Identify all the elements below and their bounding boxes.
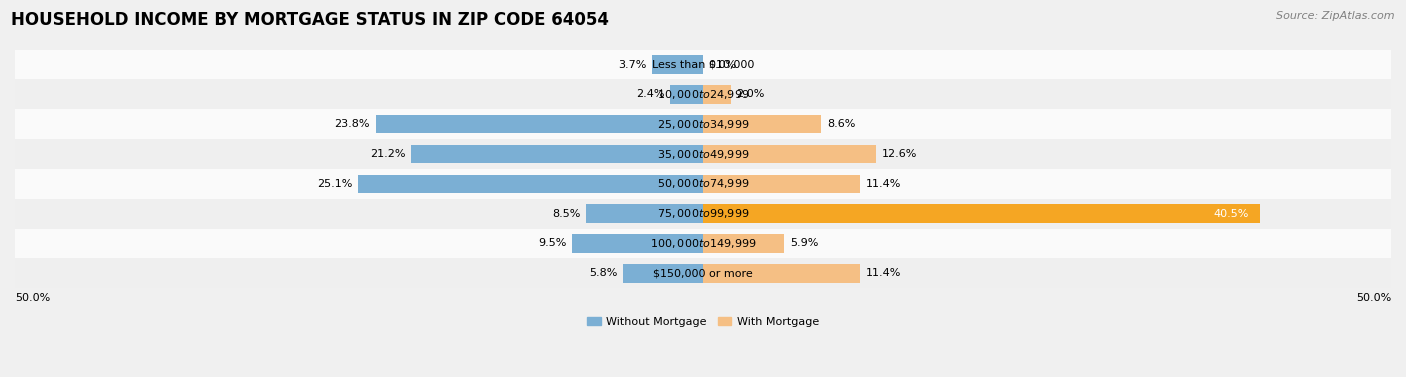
Bar [703, 264, 860, 282]
Text: 3.7%: 3.7% [619, 60, 647, 69]
Text: 23.8%: 23.8% [335, 119, 370, 129]
Bar [703, 204, 1260, 223]
Bar [15, 228, 1391, 258]
Text: 50.0%: 50.0% [15, 293, 51, 303]
Text: 12.6%: 12.6% [882, 149, 917, 159]
Text: Less than $10,000: Less than $10,000 [652, 60, 754, 69]
Bar [15, 258, 1391, 288]
Text: 50.0%: 50.0% [1355, 293, 1391, 303]
Text: 9.5%: 9.5% [538, 239, 567, 248]
Bar [357, 175, 703, 193]
Bar [652, 55, 703, 74]
Text: 2.0%: 2.0% [735, 89, 765, 100]
Text: 2.4%: 2.4% [636, 89, 665, 100]
Text: 5.9%: 5.9% [790, 239, 818, 248]
Text: 8.5%: 8.5% [553, 208, 581, 219]
Bar [703, 175, 860, 193]
Bar [623, 264, 703, 282]
Text: 11.4%: 11.4% [865, 179, 901, 189]
Text: 21.2%: 21.2% [370, 149, 406, 159]
Bar [703, 115, 821, 133]
Bar [15, 80, 1391, 109]
Bar [586, 204, 703, 223]
Text: $10,000 to $24,999: $10,000 to $24,999 [657, 88, 749, 101]
Text: 25.1%: 25.1% [316, 179, 352, 189]
Text: $50,000 to $74,999: $50,000 to $74,999 [657, 177, 749, 190]
Bar [15, 139, 1391, 169]
Text: 11.4%: 11.4% [865, 268, 901, 278]
Text: $150,000 or more: $150,000 or more [654, 268, 752, 278]
Text: $35,000 to $49,999: $35,000 to $49,999 [657, 147, 749, 161]
Bar [572, 234, 703, 253]
Bar [671, 85, 703, 104]
Bar [375, 115, 703, 133]
Bar [703, 234, 785, 253]
Bar [412, 145, 703, 163]
Bar [15, 50, 1391, 80]
Text: $25,000 to $34,999: $25,000 to $34,999 [657, 118, 749, 131]
Text: 8.6%: 8.6% [827, 119, 855, 129]
Bar [703, 85, 731, 104]
Legend: Without Mortgage, With Mortgage: Without Mortgage, With Mortgage [582, 313, 824, 332]
Text: 40.5%: 40.5% [1213, 208, 1250, 219]
Text: HOUSEHOLD INCOME BY MORTGAGE STATUS IN ZIP CODE 64054: HOUSEHOLD INCOME BY MORTGAGE STATUS IN Z… [11, 11, 609, 29]
Bar [703, 145, 876, 163]
Bar [15, 169, 1391, 199]
Text: Source: ZipAtlas.com: Source: ZipAtlas.com [1277, 11, 1395, 21]
Text: $100,000 to $149,999: $100,000 to $149,999 [650, 237, 756, 250]
Bar [15, 109, 1391, 139]
Bar [15, 199, 1391, 228]
Text: 5.8%: 5.8% [589, 268, 617, 278]
Text: $75,000 to $99,999: $75,000 to $99,999 [657, 207, 749, 220]
Text: 0.0%: 0.0% [709, 60, 737, 69]
